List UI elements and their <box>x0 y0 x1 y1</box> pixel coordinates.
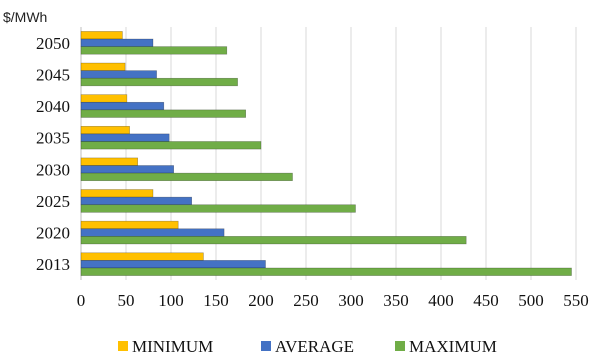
bar-maximum-2050 <box>80 46 228 55</box>
bar-maximum-2045 <box>80 77 238 87</box>
legend-swatch-maximum <box>395 341 405 351</box>
bar-maximum-2013 <box>80 267 572 276</box>
tick-label-550: 550 <box>563 291 589 310</box>
bar-minimum-2035 <box>80 125 130 135</box>
tick-label-350: 350 <box>383 291 409 310</box>
tick-label-0: 0 <box>77 291 86 310</box>
tick-label-300: 300 <box>338 291 364 310</box>
category-label-2025: 2025 <box>36 192 70 211</box>
bar-average-2045 <box>80 70 157 79</box>
bar-maximum-2030 <box>80 172 293 182</box>
legend-label-minimum: MINIMUM <box>132 337 213 356</box>
bar-minimum-2040 <box>80 94 128 103</box>
tick-label-450: 450 <box>473 291 499 310</box>
tick-label-500: 500 <box>518 291 544 310</box>
category-label-2020: 2020 <box>36 224 70 243</box>
bar-maximum-2035 <box>80 141 262 150</box>
tick-label-50: 50 <box>118 291 135 310</box>
bar-minimum-2030 <box>80 157 139 166</box>
category-labels: 2050 2045 2040 2035 2030 2025 2020 2013 <box>36 34 70 274</box>
category-label-2045: 2045 <box>36 65 70 84</box>
bar-average-2040 <box>80 101 165 111</box>
bar-average-2013 <box>80 260 266 269</box>
tick-label-100: 100 <box>158 291 184 310</box>
category-label-2013: 2013 <box>36 255 70 274</box>
bar-minimum-2025 <box>80 189 154 198</box>
bar-maximum-2040 <box>80 109 246 118</box>
bar-maximum-2025 <box>80 204 356 213</box>
legend: MINIMUM AVERAGE MAXIMUM <box>118 337 497 356</box>
category-label-2030: 2030 <box>36 160 70 179</box>
bar-minimum-2020 <box>80 220 179 230</box>
tick-label-400: 400 <box>428 291 454 310</box>
category-label-2040: 2040 <box>36 97 70 116</box>
bar-minimum-2050 <box>80 31 123 40</box>
tick-label-200: 200 <box>248 291 274 310</box>
bar-average-2050 <box>80 38 154 47</box>
unit-label: $/MWh <box>3 9 47 25</box>
bar-average-2025 <box>80 196 192 206</box>
legend-swatch-minimum <box>118 341 128 351</box>
category-label-2035: 2035 <box>36 129 70 148</box>
value-tick-labels: 0 50 100 150 200 250 300 350 400 450 500 550 <box>77 291 589 310</box>
bar-average-2035 <box>80 133 170 142</box>
bar-maximum-2020 <box>80 236 467 245</box>
category-label-2050: 2050 <box>36 34 70 53</box>
bar-average-2020 <box>80 228 225 237</box>
bar-minimum-2013 <box>80 252 204 261</box>
bar-average-2030 <box>80 165 174 174</box>
tick-label-250: 250 <box>293 291 319 310</box>
legend-label-maximum: MAXIMUM <box>409 337 497 356</box>
bar-minimum-2045 <box>80 62 126 71</box>
tick-label-150: 150 <box>203 291 229 310</box>
legend-label-average: AVERAGE <box>275 337 354 356</box>
bars <box>80 31 572 276</box>
legend-swatch-average <box>261 341 271 351</box>
